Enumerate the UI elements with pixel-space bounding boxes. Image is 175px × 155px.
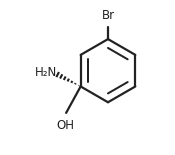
Text: H₂N: H₂N [34,66,57,79]
Text: OH: OH [56,119,74,132]
Text: Br: Br [102,9,115,22]
